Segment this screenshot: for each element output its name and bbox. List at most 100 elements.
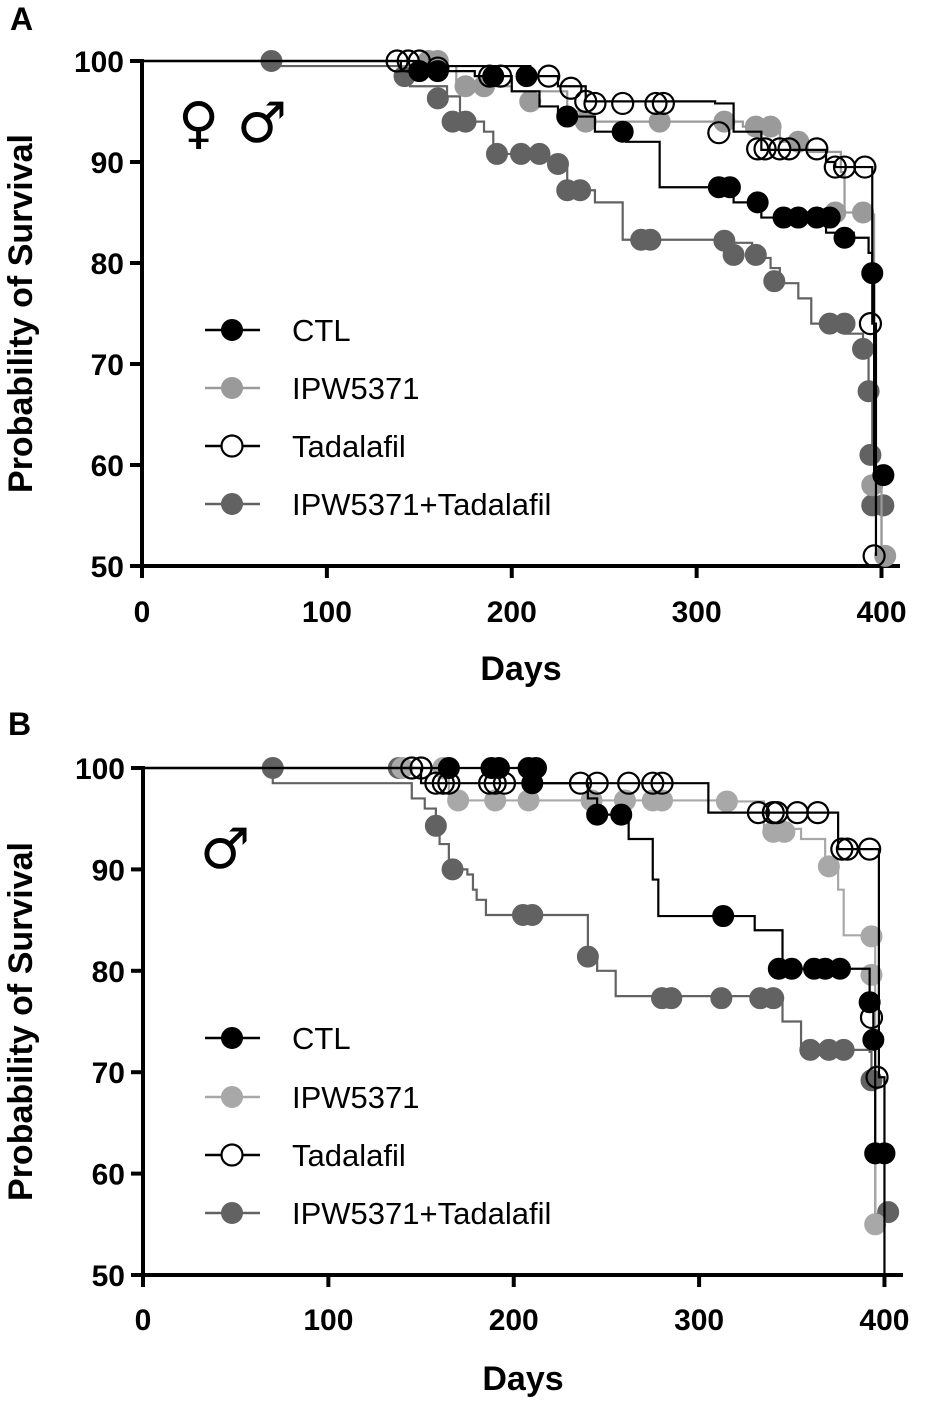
censor-marker bbox=[862, 1028, 885, 1051]
legend-marker bbox=[220, 434, 244, 458]
censor-marker bbox=[872, 464, 895, 487]
censor-marker bbox=[431, 771, 455, 795]
y-tick-label: 60 bbox=[92, 1159, 125, 1192]
x-tick-label: 200 bbox=[487, 596, 537, 629]
legend-label: Tadalafil bbox=[292, 429, 406, 464]
censor-marker bbox=[718, 176, 741, 199]
censor-marker bbox=[477, 64, 502, 88]
censor-marker bbox=[853, 155, 877, 179]
censor-marker bbox=[483, 771, 507, 795]
censor-marker bbox=[559, 76, 583, 100]
survival-curve-tadalafil bbox=[142, 59, 878, 556]
censor-marker bbox=[858, 312, 883, 336]
censor-marker bbox=[768, 137, 792, 161]
censor-marker bbox=[454, 75, 477, 98]
censor-marker bbox=[852, 337, 875, 360]
censor-marker bbox=[585, 771, 609, 795]
y-tick-label: 90 bbox=[91, 147, 124, 180]
legend-label: IPW5371+Tadalafil bbox=[292, 487, 551, 522]
censor-marker bbox=[489, 64, 513, 88]
censor-marker bbox=[556, 105, 579, 128]
censor-marker bbox=[744, 243, 767, 266]
censor-marker bbox=[746, 801, 771, 825]
censor-marker bbox=[574, 89, 598, 114]
censor-marker bbox=[746, 191, 769, 214]
censor-marker bbox=[639, 228, 662, 251]
y-tick-label: 100 bbox=[75, 753, 125, 786]
censor-marker bbox=[707, 121, 731, 145]
censor-marker bbox=[864, 1213, 887, 1236]
censor-marker bbox=[617, 771, 641, 795]
censor-marker bbox=[478, 771, 502, 795]
censor-marker bbox=[385, 49, 409, 73]
censor-marker bbox=[400, 756, 424, 780]
censor-marker bbox=[712, 905, 735, 928]
censor-marker bbox=[780, 957, 803, 980]
censor-marker bbox=[773, 820, 796, 843]
censor-marker bbox=[830, 837, 854, 861]
legend-marker bbox=[221, 319, 243, 341]
censor-marker bbox=[777, 137, 801, 161]
censor-marker bbox=[828, 957, 851, 980]
censor-marker bbox=[833, 226, 856, 249]
y-tick-label: 50 bbox=[91, 551, 124, 584]
censor-marker bbox=[528, 142, 551, 165]
censor-marker bbox=[409, 756, 433, 780]
censor-marker bbox=[576, 945, 599, 968]
y-tick-label: 50 bbox=[92, 1260, 125, 1293]
y-tick-label: 100 bbox=[74, 46, 124, 79]
censor-marker bbox=[537, 64, 561, 88]
censor-marker bbox=[510, 142, 532, 165]
censor-marker bbox=[865, 1065, 889, 1089]
censor-marker bbox=[862, 544, 886, 568]
censor-marker bbox=[817, 855, 840, 878]
censor-marker bbox=[823, 155, 847, 179]
x-tick-label: 0 bbox=[135, 1304, 152, 1337]
censor-marker bbox=[859, 1005, 884, 1030]
y-tick-label: 90 bbox=[92, 854, 125, 887]
censor-marker bbox=[492, 771, 517, 795]
censor-marker bbox=[586, 803, 609, 826]
y-axis-label: Probability of Survival bbox=[2, 134, 40, 493]
x-tick-label: 300 bbox=[672, 596, 722, 629]
censor-marker bbox=[651, 91, 675, 116]
censor-marker bbox=[710, 987, 733, 1010]
censor-marker bbox=[859, 443, 882, 466]
panel-label: B bbox=[8, 706, 31, 742]
censor-marker bbox=[852, 201, 875, 224]
censor-marker bbox=[454, 110, 477, 133]
censor-marker bbox=[805, 137, 829, 161]
censor-marker bbox=[799, 1038, 822, 1061]
legend-label: CTL bbox=[292, 1021, 351, 1056]
legend-marker bbox=[221, 1202, 243, 1224]
censor-marker bbox=[485, 142, 508, 165]
panel-label: A bbox=[10, 1, 33, 37]
censor-marker bbox=[713, 110, 736, 133]
censor-marker bbox=[872, 494, 895, 517]
censor-marker bbox=[569, 179, 592, 202]
censor-marker bbox=[833, 312, 856, 335]
censor-marker bbox=[441, 858, 464, 881]
censor-marker bbox=[521, 904, 544, 927]
y-axis-label: Probability of Survival bbox=[2, 842, 40, 1201]
x-axis-label: Days bbox=[482, 1360, 563, 1398]
y-tick-label: 80 bbox=[92, 956, 125, 989]
censor-marker bbox=[583, 91, 607, 116]
censor-marker bbox=[424, 814, 447, 837]
censor-marker bbox=[763, 270, 786, 293]
y-tick-label: 70 bbox=[91, 349, 124, 382]
legend-label: CTL bbox=[292, 313, 351, 348]
censor-marker bbox=[648, 110, 671, 133]
y-tick-label: 60 bbox=[91, 450, 124, 483]
censor-marker bbox=[762, 987, 785, 1010]
x-tick-label: 200 bbox=[489, 1304, 539, 1337]
y-tick-label: 70 bbox=[92, 1057, 125, 1090]
censor-marker bbox=[660, 987, 683, 1010]
censor-marker bbox=[546, 153, 569, 176]
censor-marker bbox=[753, 137, 777, 161]
censor-marker bbox=[787, 206, 810, 229]
censor-marker bbox=[806, 801, 830, 825]
censor-marker bbox=[426, 87, 449, 110]
panel-b: B ♂ 50 60 70 80 90 100 0 100 200 300 400 Days Probabil… bbox=[2, 706, 909, 1398]
legend-marker bbox=[221, 377, 243, 399]
